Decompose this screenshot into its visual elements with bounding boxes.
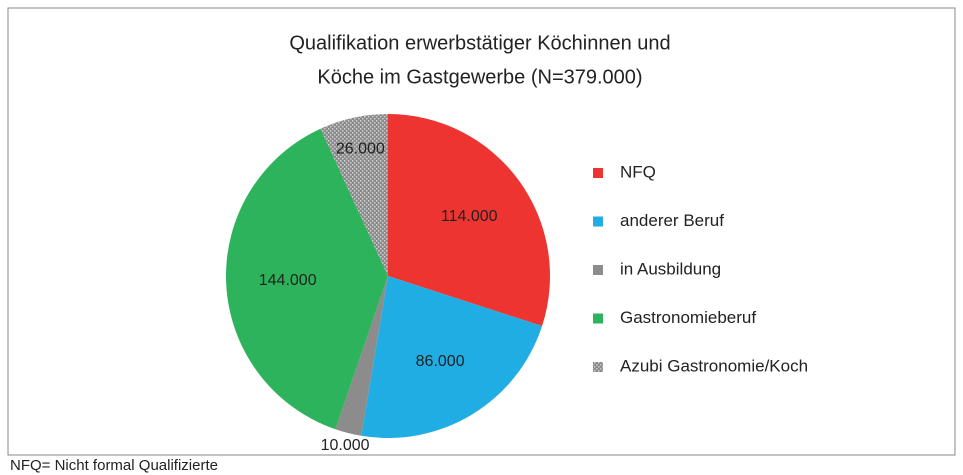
pie-slice xyxy=(388,114,551,327)
chart-title: Köche im Gastgewerbe (N=379.000) xyxy=(317,66,642,88)
pie-slice xyxy=(320,114,388,276)
legend-swatch xyxy=(593,265,603,275)
legend-label: Azubi Gastronomie/Koch xyxy=(620,356,808,375)
data-label: 10.000 xyxy=(321,437,370,454)
chart-title: Qualifikation erwerbstätiger Köchinnen u… xyxy=(289,32,670,54)
pie-slice xyxy=(226,128,388,430)
data-label: 86.000 xyxy=(416,353,465,370)
footnote-bg xyxy=(8,456,338,475)
data-label: 26.000 xyxy=(336,141,385,158)
legend-label: anderer Beruf xyxy=(620,211,724,230)
data-label: 114.000 xyxy=(441,208,498,225)
legend-swatch xyxy=(593,362,603,372)
pie-slice xyxy=(335,276,388,436)
legend-label: NFQ xyxy=(620,162,656,181)
legend-swatch xyxy=(593,168,603,178)
footnote: NFQ= Nicht formal Qualifizierte xyxy=(10,457,218,474)
pie-slice xyxy=(361,276,543,438)
legend-label: Gastronomieberuf xyxy=(620,308,756,327)
legend-swatch xyxy=(593,216,603,227)
legend-swatch xyxy=(593,313,603,324)
data-label: 144.000 xyxy=(259,272,317,289)
legend-label: in Ausbildung xyxy=(620,259,721,278)
